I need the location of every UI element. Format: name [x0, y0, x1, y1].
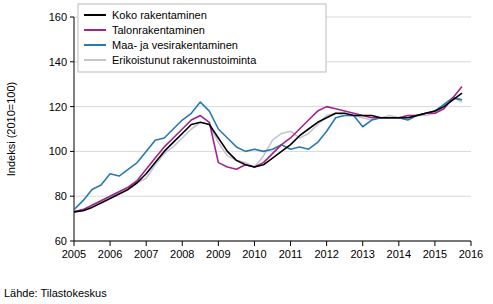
y-tick	[70, 17, 74, 18]
y-tick	[70, 196, 74, 197]
x-tick-label: 2009	[206, 248, 230, 260]
y-tick-label: 100	[49, 145, 67, 157]
y-tick	[70, 241, 74, 242]
legend: Koko rakentaminen Talonrakentaminen Maa- j…	[78, 4, 326, 72]
x-tick	[326, 241, 327, 246]
series-line	[74, 98, 462, 210]
x-tick	[398, 241, 399, 246]
legend-swatch	[84, 44, 106, 46]
series-line	[74, 86, 462, 211]
legend-label: Talonrakentaminen	[112, 24, 205, 36]
legend-label: Maa- ja vesirakentaminen	[112, 39, 238, 51]
x-tick	[110, 241, 111, 246]
x-tick-label: 2016	[459, 248, 483, 260]
grid-line	[74, 151, 471, 152]
legend-swatch	[84, 59, 106, 61]
y-tick-label: 60	[55, 235, 67, 247]
legend-swatch	[84, 29, 106, 31]
x-tick-label: 2007	[134, 248, 158, 260]
chart: 60 80 100 120 140 160 2005 2006 2007 2008 2009 2010…	[0, 0, 493, 304]
x-tick-label: 2006	[98, 248, 122, 260]
y-tick	[70, 106, 74, 107]
x-tick	[254, 241, 255, 246]
legend-label: Erikoistunut rakennustoiminta	[112, 54, 257, 66]
series-line	[74, 98, 462, 212]
x-tick	[146, 241, 147, 246]
y-tick	[70, 61, 74, 62]
x-tick	[471, 241, 472, 246]
legend-label: Koko rakentaminen	[112, 9, 207, 21]
y-tick-label: 140	[49, 56, 67, 68]
y-tick-label: 120	[49, 101, 67, 113]
legend-swatch	[84, 14, 106, 16]
y-tick-label: 80	[55, 190, 67, 202]
y-tick-label: 160	[49, 11, 67, 23]
x-tick-label: 2015	[423, 248, 447, 260]
x-tick-label: 2005	[62, 248, 86, 260]
x-tick-label: 2012	[314, 248, 338, 260]
x-tick	[74, 241, 75, 246]
x-tick	[362, 241, 363, 246]
x-tick	[218, 241, 219, 246]
y-axis-label: Indeksi (2010=100)	[5, 82, 17, 176]
series-line	[74, 93, 462, 212]
grid-line	[74, 106, 471, 107]
x-tick-label: 2013	[350, 248, 374, 260]
grid-line	[74, 241, 471, 242]
x-tick-label: 2011	[279, 248, 303, 260]
y-tick	[70, 151, 74, 152]
grid-line	[74, 196, 471, 197]
x-tick-label: 2008	[170, 248, 194, 260]
legend-box	[78, 4, 326, 72]
x-tick-label: 2010	[242, 248, 266, 260]
x-tick	[182, 241, 183, 246]
x-tick	[290, 241, 291, 246]
plot-lines	[74, 86, 462, 211]
x-tick-label: 2014	[387, 248, 411, 260]
x-tick	[434, 241, 435, 246]
x-axis	[74, 241, 471, 242]
source: Lähde: Tilastokeskus	[4, 287, 107, 299]
y-axis	[74, 17, 75, 241]
